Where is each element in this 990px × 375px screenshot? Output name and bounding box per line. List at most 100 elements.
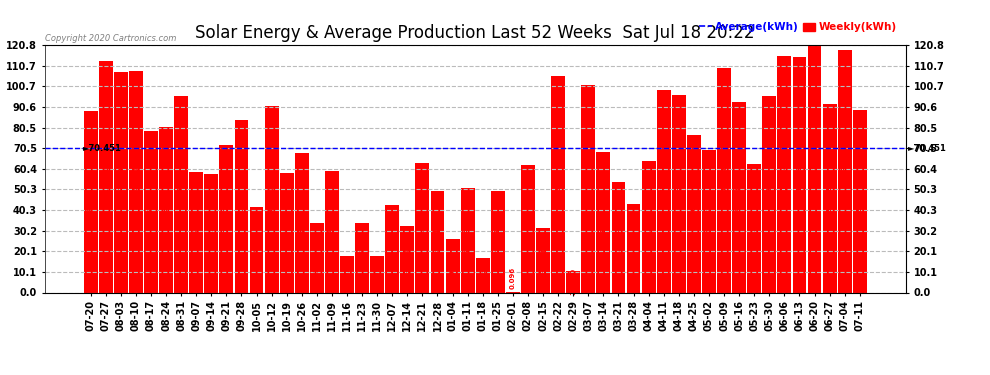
Text: 88.704: 88.704 (88, 188, 94, 215)
Bar (310, 224, 324, 292)
Text: 76.860: 76.860 (691, 200, 697, 227)
Bar (460, 188, 474, 292)
Bar (808, 45, 822, 292)
Bar (476, 258, 490, 292)
Bar (672, 94, 686, 292)
Bar (852, 110, 866, 292)
Text: Copyright 2020 Cartronics.com: Copyright 2020 Cartronics.com (45, 33, 176, 42)
Bar (656, 90, 670, 292)
Bar (642, 161, 655, 292)
Bar (249, 207, 263, 292)
Text: 95.956: 95.956 (178, 181, 184, 208)
Bar (355, 223, 369, 292)
Text: 53.840: 53.840 (616, 224, 622, 251)
Text: 78.620: 78.620 (148, 198, 154, 225)
Text: 58.612: 58.612 (193, 219, 199, 246)
Bar (144, 131, 157, 292)
Text: 64.316: 64.316 (645, 213, 651, 240)
Text: 26.208: 26.208 (449, 252, 455, 279)
Text: 98.720: 98.720 (660, 178, 666, 205)
Text: 17.992: 17.992 (374, 261, 380, 288)
Text: 108.240: 108.240 (133, 166, 139, 198)
Text: 16.936: 16.936 (480, 262, 486, 289)
Text: 96.632: 96.632 (676, 180, 682, 207)
Bar (159, 127, 173, 292)
Text: 68.568: 68.568 (600, 209, 607, 236)
Text: 62.460: 62.460 (525, 215, 531, 242)
Text: 80.856: 80.856 (163, 196, 169, 223)
Text: 71.792: 71.792 (224, 206, 230, 232)
Bar (537, 228, 550, 292)
Bar (717, 68, 731, 292)
Text: 120.804: 120.804 (812, 153, 818, 185)
Bar (777, 56, 791, 292)
Bar (702, 150, 716, 292)
Bar (733, 102, 746, 292)
Bar (325, 171, 339, 292)
Bar (220, 146, 234, 292)
Bar (84, 111, 98, 292)
Text: 115.240: 115.240 (781, 159, 787, 190)
Bar (400, 226, 414, 292)
Bar (431, 191, 445, 292)
Bar (341, 256, 354, 292)
Bar (838, 50, 851, 292)
Bar (762, 96, 776, 292)
Bar (823, 104, 837, 292)
Text: 41.876: 41.876 (253, 236, 259, 263)
Bar (581, 86, 595, 292)
Text: 112.812: 112.812 (103, 161, 109, 193)
Bar (521, 165, 535, 292)
Text: 58.084: 58.084 (284, 219, 290, 246)
Text: 107.752: 107.752 (118, 166, 124, 198)
Bar (687, 135, 701, 292)
Text: 59.252: 59.252 (329, 219, 335, 245)
Text: 57.824: 57.824 (208, 220, 214, 247)
Text: 32.280: 32.280 (404, 246, 410, 273)
Text: 10.640: 10.640 (570, 268, 576, 295)
Text: 62.820: 62.820 (751, 215, 757, 242)
Bar (385, 206, 399, 292)
Title: Solar Energy & Average Production Last 52 Weeks  Sat Jul 18 20:22: Solar Energy & Average Production Last 5… (195, 24, 755, 42)
Text: 17.936: 17.936 (344, 261, 350, 288)
Bar (280, 174, 294, 292)
Bar (491, 191, 505, 292)
Text: 91.140: 91.140 (268, 186, 274, 213)
Text: 95.920: 95.920 (766, 181, 772, 208)
Bar (99, 62, 113, 292)
Text: 49.624: 49.624 (435, 228, 441, 255)
Bar (370, 256, 384, 292)
Bar (446, 239, 459, 292)
Bar (566, 271, 580, 292)
Bar (793, 57, 807, 292)
Text: 63.032: 63.032 (420, 214, 426, 242)
Bar (416, 164, 430, 292)
Text: 33.684: 33.684 (314, 244, 320, 272)
Bar (189, 172, 203, 292)
Text: 42.512: 42.512 (389, 236, 395, 262)
Bar (235, 120, 248, 292)
Text: 68.316: 68.316 (299, 209, 305, 236)
Text: 49.648: 49.648 (495, 228, 501, 255)
Text: 105.528: 105.528 (555, 169, 561, 200)
Bar (295, 153, 309, 292)
Bar (596, 152, 610, 292)
Bar (204, 174, 218, 292)
Bar (747, 164, 761, 292)
Text: 51.128: 51.128 (464, 226, 470, 254)
Text: 101.112: 101.112 (585, 173, 591, 205)
Bar (627, 204, 641, 292)
Text: ►70.451: ►70.451 (908, 144, 946, 153)
Text: 0.096: 0.096 (510, 267, 516, 289)
Text: 89.120: 89.120 (856, 188, 862, 215)
Text: 114.828: 114.828 (796, 159, 803, 191)
Bar (129, 71, 143, 292)
Text: 93.008: 93.008 (737, 184, 742, 211)
Text: ►70.451: ►70.451 (83, 144, 122, 153)
Text: 84.240: 84.240 (239, 193, 245, 220)
Bar (174, 96, 188, 292)
Text: 92.128: 92.128 (827, 184, 833, 211)
Legend: Average(kWh), Weekly(kWh): Average(kWh), Weekly(kWh) (695, 18, 901, 36)
Text: 69.548: 69.548 (706, 208, 712, 235)
Bar (264, 106, 278, 292)
